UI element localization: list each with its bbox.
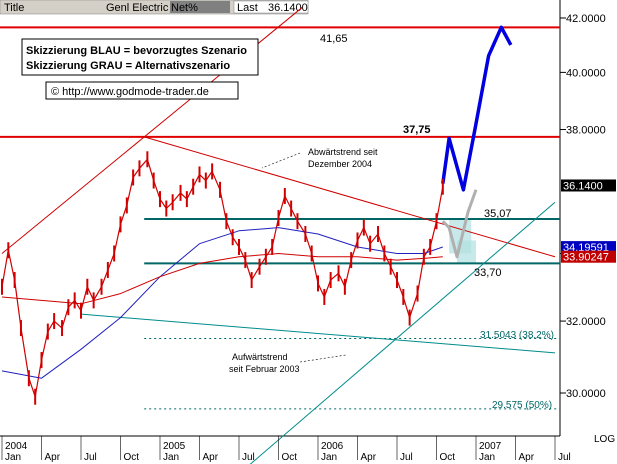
downtrend-text-1: Abwärtstrend seit — [308, 147, 378, 157]
ma-fast-tag-bg — [561, 241, 616, 254]
last-price-tag-bg — [561, 179, 616, 192]
series-layer — [1, 25, 513, 405]
uptrend-text-1: Aufwärtstrend — [232, 352, 288, 362]
x-tick-month: Apr — [203, 452, 219, 463]
x-tick-month: Oct — [440, 452, 456, 463]
scenario-box-frame — [21, 38, 259, 76]
header-field-net: Net% — [171, 2, 198, 14]
scenario-line-grey: Skizzierung GRAU = Alternativszenario — [26, 60, 230, 72]
price-line — [1, 158, 444, 398]
level-label-3507: 35,07 — [484, 208, 512, 220]
scenario-blue-line — [441, 25, 513, 192]
x-tick-year: 2006 — [321, 441, 344, 452]
level-label-4165: 41,65 — [320, 33, 348, 45]
header-field-net-box — [170, 1, 230, 13]
x-tick-year: 2004 — [5, 441, 28, 452]
level-label-3775: 37,75 — [403, 124, 431, 136]
copyright-frame — [45, 81, 239, 100]
trendline — [249, 201, 556, 464]
x-tick-month: Jan — [321, 452, 337, 463]
ma-slow-tag: 33.90247 — [563, 252, 609, 264]
fib-label-50: 29.575 (50%) — [492, 400, 552, 411]
copyright-text: © http://www.godmode-trader.de — [51, 86, 209, 98]
header-last-box — [233, 0, 309, 14]
x-tick-month: Apr — [519, 452, 535, 463]
header-bar: Title Genl Electric Net% Last 36.1400 — [0, 0, 309, 15]
header-instrument: Genl Electric — [106, 2, 169, 14]
target-zone — [457, 240, 476, 264]
log-scale-label: LOG — [594, 434, 615, 445]
x-tick-year: 2007 — [479, 441, 502, 452]
uptrend-annotation: Aufwärtstrend seit Februar 2003 — [229, 352, 347, 374]
x-tick-month: Jul — [400, 452, 413, 463]
y-tick-label: 40.0000 — [566, 67, 606, 79]
last-price-tag: 36.1400 — [563, 180, 603, 192]
y-tick-label: 32.0000 — [566, 316, 606, 328]
x-tick-month: Jan — [479, 452, 495, 463]
x-tick-month: Jan — [163, 452, 179, 463]
ma-slow-tag-bg — [561, 250, 616, 263]
downtrend-annotation: Abwärtstrend seit Dezember 2004 — [261, 147, 378, 169]
ma-fast-line — [1, 227, 443, 379]
x-tick-month: Jul — [558, 452, 571, 463]
y-tick-label: 42.0000 — [566, 13, 606, 25]
downtrend-leader — [261, 152, 301, 169]
x-tick-month: Oct — [124, 452, 140, 463]
x-tick-month: Apr — [361, 452, 377, 463]
x-tick-month: Apr — [45, 452, 61, 463]
y-tick-label: 38.0000 — [566, 125, 606, 137]
scenario-grey-line — [441, 189, 478, 259]
downtrend-text-2: Dezember 2004 — [308, 159, 372, 169]
scenario-box: Skizzierung BLAU = bevorzugtes Szenario … — [21, 38, 259, 76]
scenario-line-blue: Skizzierung BLAU = bevorzugtes Szenario — [26, 45, 247, 57]
y-tick-label: 30.0000 — [566, 388, 606, 400]
x-tick-month: Jan — [5, 452, 21, 463]
x-tick-month: Jul — [242, 452, 255, 463]
trendline — [80, 313, 556, 354]
level-label-3370: 33,70 — [474, 267, 502, 279]
fib-label-382: 31.5043 (38.2%) — [480, 330, 554, 341]
copyright-box: © http://www.godmode-trader.de — [45, 81, 239, 100]
x-tick-year: 2005 — [163, 441, 186, 452]
uptrend-text-2: seit Februar 2003 — [229, 364, 300, 374]
x-tick-month: Jul — [84, 452, 97, 463]
header-title-label: Title — [4, 2, 24, 14]
x-tick-month: Oct — [282, 452, 298, 463]
header-last-label: Last — [237, 2, 258, 14]
trendline — [144, 136, 556, 258]
